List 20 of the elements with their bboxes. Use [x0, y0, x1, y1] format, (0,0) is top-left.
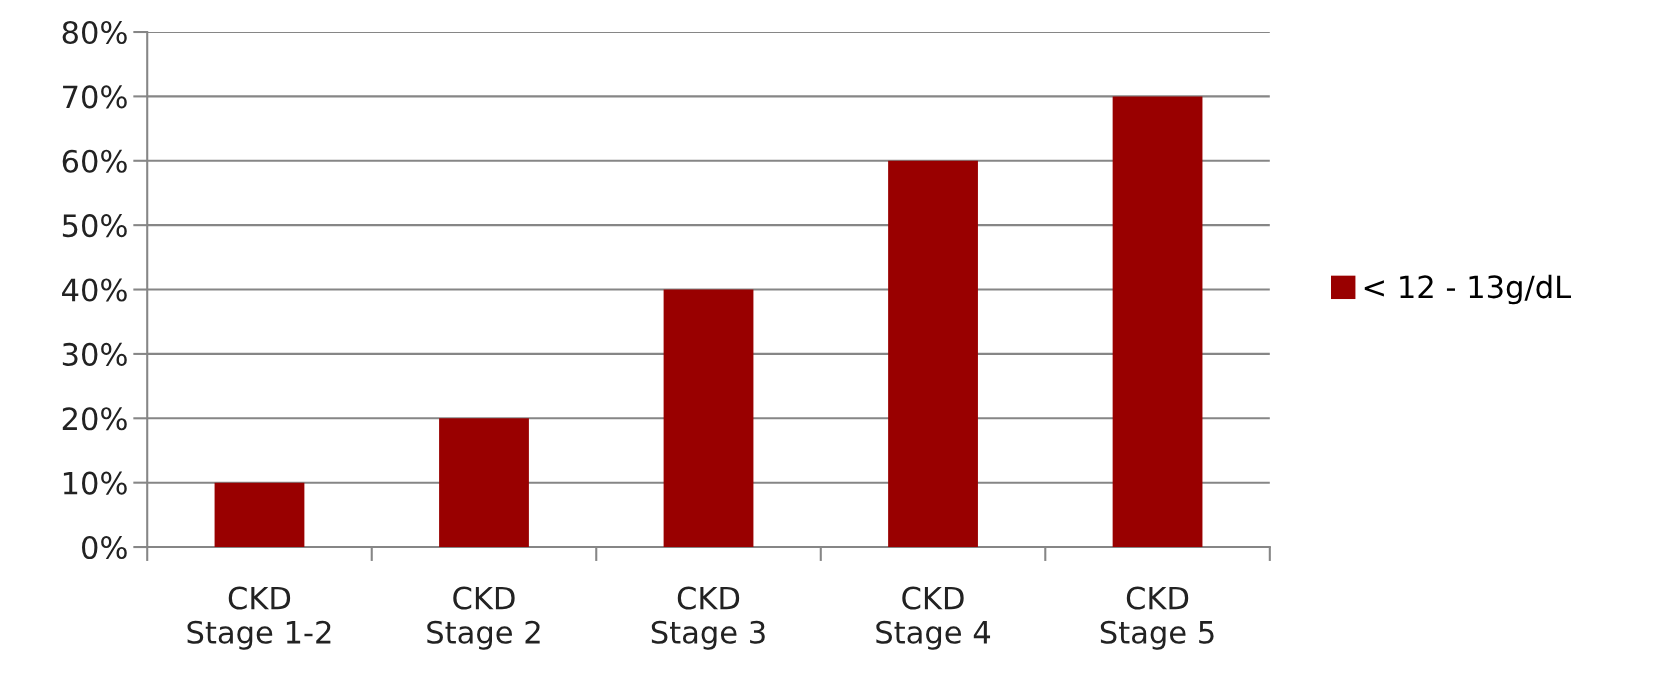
x-tick-label: CKD Stage 2: [427, 586, 540, 650]
bar: [214, 482, 305, 548]
x-tick-label: CKD Stage 4: [876, 586, 991, 650]
bar: [663, 289, 754, 548]
y-tick-label: 10%: [63, 471, 127, 495]
bar: [1112, 96, 1203, 548]
y-tick-label: 70%: [63, 85, 127, 109]
y-tick-label: 80%: [62, 20, 127, 45]
y-tick-label: 40%: [62, 278, 127, 302]
bar: [439, 418, 529, 548]
y-tick-label: 30%: [62, 342, 127, 366]
x-tick-label: CKD Stage 5: [1100, 586, 1214, 650]
bar: [888, 160, 978, 548]
x-tick-label: CKD Stage 3: [651, 586, 765, 650]
y-tick-label: 0%: [82, 535, 127, 560]
y-tick-label: 60%: [62, 149, 127, 173]
y-tick-label: 20%: [62, 407, 127, 431]
x-tick-label: CKD Stage 1-2: [187, 586, 331, 650]
legend-label: < 12 - 13g/dL: [1364, 274, 1572, 305]
y-tick-label: 50%: [62, 214, 127, 238]
